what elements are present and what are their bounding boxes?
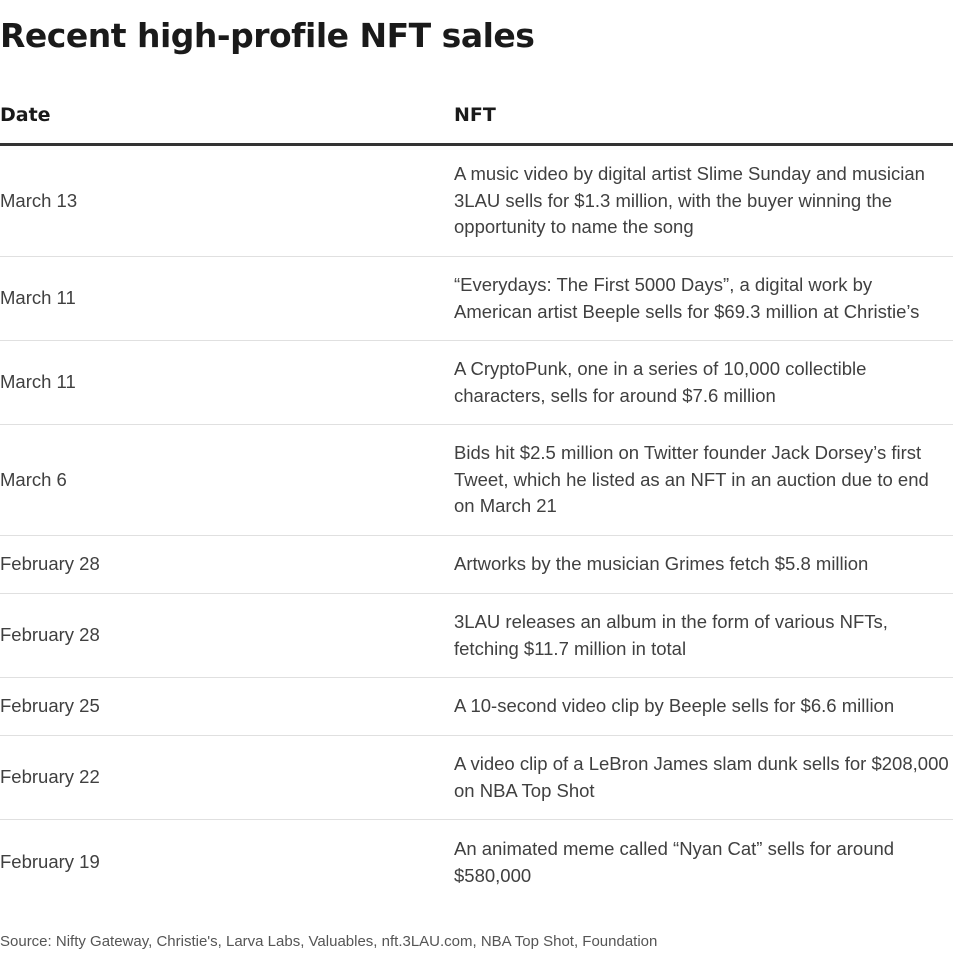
table-row: February 25 A 10-second video clip by Be… [0,678,953,736]
table-row: March 11 “Everydays: The First 5000 Days… [0,257,953,341]
table-body: March 13 A music video by digital artist… [0,146,953,905]
date-cell: March 11 [0,287,76,309]
date-cell: March 6 [0,468,67,490]
date-cell: February 25 [0,695,100,717]
date-cell: February 28 [0,553,100,575]
nft-cell: An animated meme called “Nyan Cat” sells… [454,838,895,886]
table-row: March 11 A CryptoPunk, one in a series o… [0,341,953,425]
date-cell: March 11 [0,371,76,393]
nft-cell: Bids hit $2.5 million on Twitter founder… [454,442,929,517]
date-cell: February 28 [0,624,100,646]
date-cell: February 22 [0,766,100,788]
nft-cell: Artworks by the musician Grimes fetch $5… [454,553,869,575]
nft-cell: A video clip of a LeBron James slam dunk… [454,753,949,801]
table-row: February 22 A video clip of a LeBron Jam… [0,736,953,820]
column-header-date: Date [0,104,51,126]
column-header-nft: NFT [454,104,496,126]
nft-cell: “Everydays: The First 5000 Days”, a digi… [454,274,920,322]
table-row: February 19 An animated meme called “Nya… [0,820,953,905]
nft-sales-table: Date NFT March 13 A music video by digit… [0,88,953,905]
table-row: February 28 3LAU releases an album in th… [0,594,953,678]
chart-title: Recent high-profile NFT sales [0,16,535,55]
table-row: March 6 Bids hit $2.5 million on Twitter… [0,425,953,536]
source-note: Source: Nifty Gateway, Christie's, Larva… [0,933,658,950]
table-row: February 28 Artworks by the musician Gri… [0,536,953,594]
table-row: March 13 A music video by digital artist… [0,146,953,257]
nft-cell: 3LAU releases an album in the form of va… [454,611,888,659]
nft-cell: A music video by digital artist Slime Su… [454,163,925,238]
nft-cell: A 10-second video clip by Beeple sells f… [454,695,895,717]
date-cell: March 13 [0,189,78,211]
date-cell: February 19 [0,851,100,873]
table-header: Date NFT [0,88,953,146]
nft-cell: A CryptoPunk, one in a series of 10,000 … [454,358,867,406]
